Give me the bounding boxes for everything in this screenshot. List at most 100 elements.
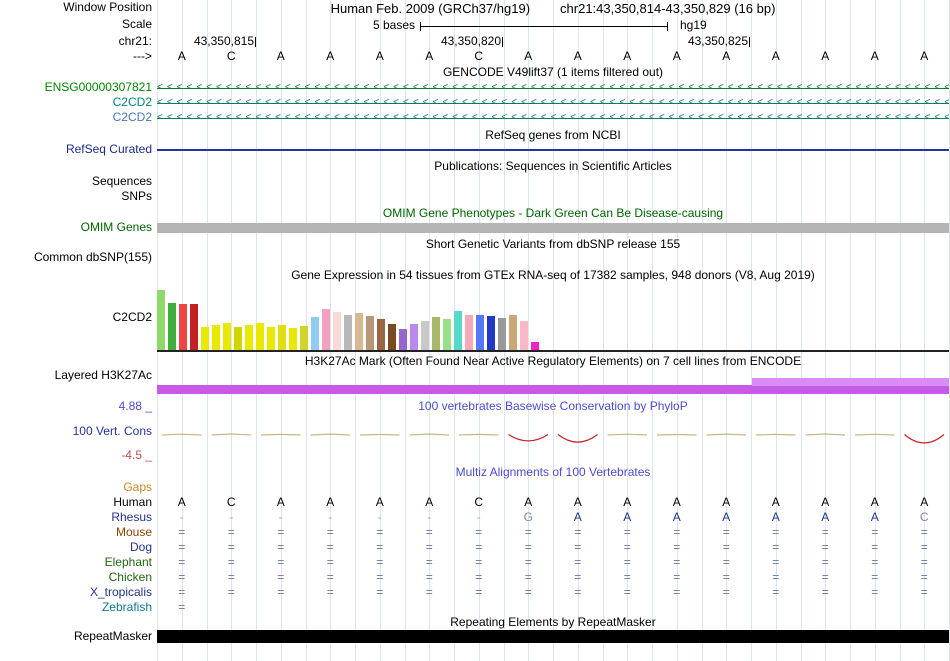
gtex-tissue-bar[interactable] [476, 315, 484, 350]
phylop-positive-mark [260, 433, 301, 436]
gtex-tissue-bar[interactable] [410, 324, 418, 350]
ruler-number-815: 43,350,815 [193, 34, 254, 48]
refseq-curated-label[interactable]: RefSeq Curated [65, 142, 152, 156]
gene-transcript-2[interactable]: <<<<<<<<<<<<<<<<<<<<<<<<<<<<<<<<<<<<<<<<… [157, 97, 949, 109]
ruler-base: A [870, 49, 879, 63]
h3k27ac-signal[interactable] [157, 378, 949, 395]
phylop-signal[interactable] [157, 411, 949, 457]
gtex-tissue-bar[interactable] [465, 315, 473, 350]
gtex-tissue-bar[interactable] [256, 323, 264, 350]
gtex-tissue-bar[interactable] [245, 325, 253, 350]
multiz-species-label-gaps[interactable]: Gaps [123, 480, 152, 494]
multiz-alignment-row-elephant[interactable]: = = = = = = = = = = = = = = = = [157, 556, 949, 569]
gene-transcript-1[interactable]: <<<<<<<<<<<<<<<<<<<<<<<<<<<<<<<<<<<<<<<<… [157, 82, 949, 94]
phylop-track-label[interactable]: 100 Vert. Cons [72, 424, 152, 438]
gtex-tissue-bar[interactable] [432, 317, 440, 350]
multiz-alignment-row-mouse[interactable]: = = = = = = = = = = = = = = = = [157, 526, 949, 539]
gridline [676, 0, 678, 661]
refseq-curated-item[interactable] [157, 149, 949, 151]
snps-label[interactable]: SNPs [121, 189, 152, 203]
gtex-tissue-bar[interactable] [190, 304, 198, 350]
multiz-species-label-zebrafish[interactable]: Zebrafish [101, 600, 152, 614]
ruler-number-825: 43,350,825 [687, 34, 748, 48]
multiz-cell: A [821, 495, 830, 509]
multiz-species-label-dog[interactable]: Dog [129, 540, 152, 554]
multiz-alignment-row-x_tropicalis[interactable]: = = = = = = = = = = = = = = = = [157, 586, 949, 599]
gtex-tissue-bar[interactable] [443, 319, 451, 350]
common-dbsnp-label[interactable]: Common dbSNP(155) [33, 250, 152, 264]
gtex-tissue-bar[interactable] [509, 315, 517, 350]
gtex-tissue-bar[interactable] [157, 290, 165, 350]
multiz-species-label-x_tropicalis[interactable]: X_tropicalis [89, 585, 152, 599]
gtex-tissue-bar[interactable] [300, 326, 308, 350]
gtex-tissue-bar[interactable] [179, 304, 187, 350]
multiz-cell: A [771, 495, 780, 509]
scale-label: Scale [121, 17, 152, 31]
gtex-expression-chart[interactable] [157, 288, 949, 350]
gtex-tissue-bar[interactable] [223, 323, 231, 350]
gtex-tissue-bar[interactable] [388, 324, 396, 350]
gtex-tissue-bar[interactable] [267, 327, 275, 350]
multiz-cell: A [425, 495, 434, 509]
ruler-base: A [425, 49, 434, 63]
multiz-species-label-rhesus[interactable]: Rhesus [111, 510, 152, 524]
gtex-tissue-bar[interactable] [520, 321, 528, 350]
gene-label-ensg00000307821[interactable]: ENSG00000307821 [44, 80, 152, 94]
gtex-tissue-bar[interactable] [377, 319, 385, 350]
gtex-tissue-bar[interactable] [234, 327, 242, 350]
scale-bar-right-tick [667, 22, 668, 31]
multiz-species-label-human[interactable]: Human [113, 495, 152, 509]
multiz-cell: = [425, 585, 433, 599]
multiz-cell: = [920, 570, 928, 584]
multiz-cell: = [772, 555, 780, 569]
gtex-tissue-bar[interactable] [366, 316, 374, 350]
sequences-label[interactable]: Sequences [91, 174, 152, 188]
phylop-positive-mark [409, 433, 450, 436]
gene-transcript-3[interactable]: <<<<<<<<<<<<<<<<<<<<<<<<<<<<<<<<<<<<<<<<… [157, 112, 949, 124]
gtex-tissue-bar[interactable] [355, 313, 363, 350]
gtex-tissue-bar[interactable] [399, 329, 407, 350]
multiz-species-label-mouse[interactable]: Mouse [115, 525, 152, 539]
multiz-cell: = [524, 555, 532, 569]
gtex-tissue-bar[interactable] [454, 311, 462, 350]
multiz-cell: = [277, 540, 285, 554]
multiz-alignment-row-zebrafish[interactable]: = [157, 601, 949, 614]
gtex-tissue-bar[interactable] [531, 342, 539, 350]
multiz-cell: = [227, 525, 235, 539]
ruler-number-820: 43,350,820 [440, 34, 501, 48]
gtex-gene-label[interactable]: C2CD2 [112, 310, 152, 324]
gtex-tissue-bar[interactable] [421, 321, 429, 350]
gtex-tissue-bar[interactable] [212, 325, 220, 350]
multiz-cell: = [772, 585, 780, 599]
gtex-tissue-bar[interactable] [333, 312, 341, 350]
multiz-species-label-chicken[interactable]: Chicken [108, 570, 152, 584]
multiz-cell: - [476, 510, 481, 524]
multiz-cell: - [328, 510, 333, 524]
multiz-alignment-row-dog[interactable]: = = = = = = = = = = = = = = = = [157, 541, 949, 554]
gtex-tissue-bar[interactable] [278, 325, 286, 350]
multiz-alignment-row-chicken[interactable]: = = = = = = = = = = = = = = = = [157, 571, 949, 584]
dbsnp-track-title: Short Genetic Variants from dbSNP releas… [425, 237, 681, 251]
omim-gene-item[interactable] [157, 223, 949, 233]
omim-genes-label[interactable]: OMIM Genes [80, 220, 152, 234]
multiz-cell: A [920, 495, 929, 509]
gene-label-c2cd2-2[interactable]: C2CD2 [112, 110, 152, 124]
gtex-tissue-bar[interactable] [322, 309, 330, 350]
assembly-title-text: Human Feb. 2009 (GRCh37/hg19) [330, 1, 531, 16]
gtex-tissue-bar[interactable] [311, 317, 319, 350]
multiz-cell: A [672, 495, 681, 509]
gtex-tissue-bar[interactable] [344, 315, 352, 350]
layered-h3k27ac-label[interactable]: Layered H3K27Ac [54, 368, 152, 382]
gtex-tissue-bar[interactable] [487, 316, 495, 350]
gtex-tissue-bar[interactable] [289, 328, 297, 350]
gtex-tissue-bar[interactable] [168, 303, 176, 350]
gtex-tissue-bar[interactable] [201, 327, 209, 350]
gtex-tissue-bar[interactable] [498, 318, 506, 350]
gene-label-c2cd2-1[interactable]: C2CD2 [112, 95, 152, 109]
multiz-species-label-elephant[interactable]: Elephant [104, 555, 152, 569]
repeatmasker-item[interactable] [157, 630, 949, 643]
repeatmasker-label[interactable]: RepeatMasker [73, 629, 152, 643]
